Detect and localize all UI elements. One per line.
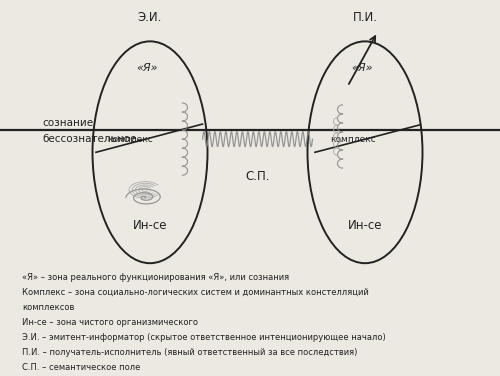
- Text: Ин-се – зона чистого организмического: Ин-се – зона чистого организмического: [22, 318, 199, 327]
- Text: «Я»: «Я»: [137, 63, 158, 73]
- Text: комплекс: комплекс: [108, 135, 153, 144]
- Text: П.И.: П.И.: [352, 11, 378, 24]
- Text: «Я» – зона реального функционирования «Я», или сознания: «Я» – зона реального функционирования «Я…: [22, 273, 289, 282]
- Text: Э.И.: Э.И.: [138, 11, 162, 24]
- Text: Ин-се: Ин-се: [133, 219, 167, 232]
- Text: бессознательное: бессознательное: [42, 134, 137, 144]
- Text: П.И. – получатель-исполнитель (явный ответственный за все последствия): П.И. – получатель-исполнитель (явный отв…: [22, 348, 358, 357]
- Text: Э.И. – эмитент-информатор (скрытое ответственное интенционирующее начало): Э.И. – эмитент-информатор (скрытое ответ…: [22, 333, 386, 342]
- Text: комплекс: комплекс: [330, 135, 376, 144]
- Text: Комплекс – зона социально-логических систем и доминантных констелляций: Комплекс – зона социально-логических сис…: [22, 288, 369, 297]
- Text: «Я»: «Я»: [352, 63, 373, 73]
- Text: комплексов: комплексов: [22, 303, 75, 312]
- Text: С.П.: С.П.: [245, 170, 270, 183]
- Text: Ин-се: Ин-се: [348, 219, 382, 232]
- Text: сознание: сознание: [42, 118, 94, 128]
- Text: С.П. – семантическое поле: С.П. – семантическое поле: [22, 363, 141, 372]
